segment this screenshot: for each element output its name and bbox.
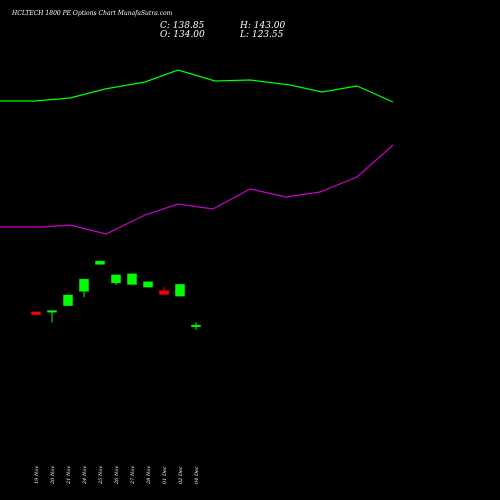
candle-body bbox=[47, 310, 57, 313]
candle-body bbox=[191, 324, 201, 327]
candle-body bbox=[31, 311, 41, 315]
x-tick-label: 27 Nov bbox=[130, 466, 136, 485]
x-tick-label: 24 Nov bbox=[82, 466, 88, 485]
x-tick-label: 21 Nov bbox=[66, 466, 72, 485]
x-tick-label: 01 Dec bbox=[162, 466, 168, 484]
low-value: L: 123.55 bbox=[239, 30, 284, 40]
candle-body bbox=[111, 274, 121, 284]
lower-line-series bbox=[0, 144, 394, 235]
candle-body bbox=[143, 281, 153, 288]
candles-group bbox=[31, 260, 201, 330]
chart-title: HCLTECH 1800 PE Options Chart MunafaSutr… bbox=[11, 10, 173, 17]
x-tick-label: 02 Dec bbox=[178, 466, 184, 484]
upper-line-series bbox=[0, 69, 394, 103]
candle-body bbox=[127, 273, 137, 285]
x-tick-label: 26 Nov bbox=[114, 466, 120, 485]
candle-body bbox=[175, 284, 185, 297]
open-value: O: 134.00 bbox=[160, 30, 205, 40]
candle-body bbox=[79, 278, 89, 292]
candle-body bbox=[95, 260, 105, 265]
high-value: H: 143.00 bbox=[239, 21, 286, 31]
x-tick-label: 04 Dec bbox=[194, 466, 200, 484]
upper-line-group bbox=[0, 69, 394, 103]
x-tick-label: 28 Nov bbox=[146, 466, 152, 485]
candle-body bbox=[63, 294, 73, 306]
close-value: C: 138.85 bbox=[160, 21, 205, 31]
x-tick-label: 20 Nov bbox=[50, 466, 56, 485]
x-axis-labels: 19 Nov 20 Nov 21 Nov 24 Nov 25 Nov 26 Nov 27 N… bbox=[34, 466, 200, 485]
x-tick-label: 19 Nov bbox=[34, 466, 40, 484]
lower-line-group bbox=[0, 144, 394, 235]
x-tick-label: 25 Nov bbox=[98, 466, 104, 485]
candle-body bbox=[159, 290, 169, 295]
